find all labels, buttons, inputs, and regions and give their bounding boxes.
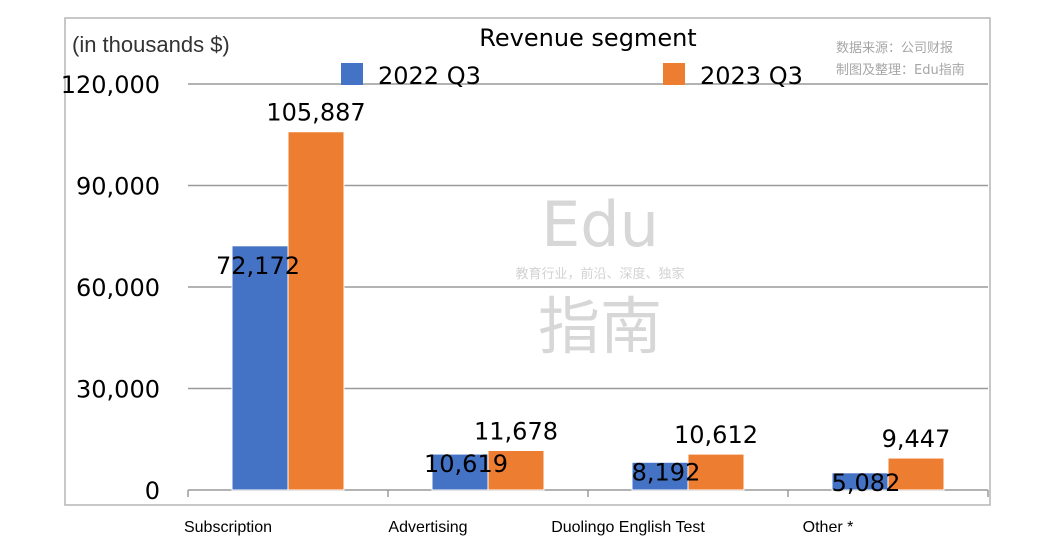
y-tick-label: 90,000 (76, 173, 160, 201)
y-tick-label: 0 (145, 477, 160, 505)
chart-frame (64, 17, 991, 506)
bar-2023-q3-other (887, 457, 945, 491)
bar-2023-q3-advertising (487, 449, 545, 491)
data-label-2022-q3-other: 5,082 (832, 469, 901, 497)
bar-2022-q3-subscription (231, 245, 289, 491)
legend-label-2022-q3: 2022 Q3 (378, 62, 481, 90)
x-tick-label-subscription: Subscription (184, 519, 272, 536)
data-label-2023-q3-subscription: 105,887 (266, 99, 365, 127)
y-axis-ticks: 0 30,000 60,000 90,000 120,000 (61, 71, 160, 505)
watermark-middle: 教育行业，前沿、深度、独家 (515, 266, 684, 282)
y-axis-unit-label: (in thousands $) (72, 32, 230, 57)
x-tick-label-duolingo-english-test: Duolingo English Test (551, 519, 705, 536)
watermark: Edu 教育行业，前沿、深度、独家 指南 (515, 188, 684, 363)
y-tick-label: 60,000 (76, 274, 160, 302)
legend-swatch-2023-q3 (663, 63, 685, 85)
source-line-2: 制图及整理：Edu指南 (836, 62, 965, 78)
legend-swatch-2022-q3 (341, 63, 363, 85)
bar-2023-q3-subscription (287, 131, 345, 491)
bar-2023-q3-duolingo-english-test (687, 453, 745, 491)
data-label-2023-q3-duolingo-english-test: 10,612 (674, 421, 758, 449)
legend: 2022 Q3 2023 Q3 (341, 62, 803, 90)
chart-title: Revenue segment (479, 24, 696, 52)
y-tick-label: 30,000 (76, 376, 160, 404)
bar-2022-q3-duolingo-english-test (631, 461, 689, 491)
bar-2022-q3-advertising (431, 453, 489, 491)
watermark-top: Edu (541, 188, 659, 261)
legend-label-2023-q3: 2023 Q3 (700, 62, 803, 90)
data-label-2022-q3-subscription: 72,172 (216, 252, 300, 280)
data-label-2023-q3-advertising: 11,678 (474, 417, 558, 445)
watermark-bottom: 指南 (538, 290, 662, 363)
data-label-2023-q3-other: 9,447 (882, 425, 951, 453)
x-axis-ticks: Subscription Advertising Duolingo English … (184, 519, 853, 536)
data-label-2022-q3-advertising: 10,619 (424, 450, 508, 478)
x-tick-label-advertising: Advertising (388, 519, 467, 536)
y-tick-label: 120,000 (61, 71, 160, 99)
source-line-1: 数据来源：公司财报 (836, 41, 953, 56)
data-labels: 72,172 105,887 10,619 11,678 8,192 10,612 5,08… (216, 99, 950, 497)
x-tick-label-other: Other * (803, 519, 854, 536)
source-note: 数据来源：公司财报 制图及整理：Edu指南 (836, 41, 965, 78)
data-label-2022-q3-duolingo-english-test: 8,192 (632, 458, 701, 486)
bars (231, 131, 945, 491)
